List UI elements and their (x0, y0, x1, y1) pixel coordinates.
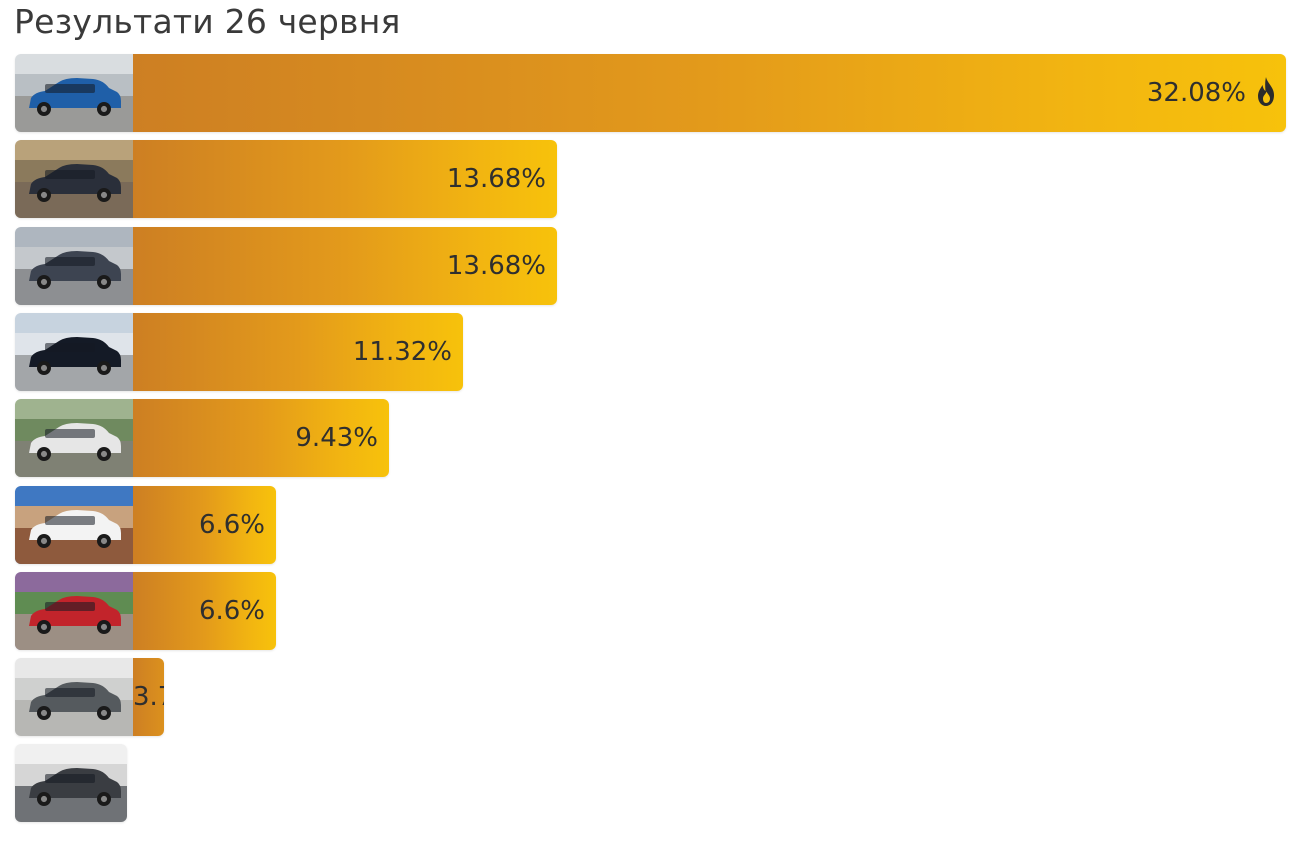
car-thumbnail (15, 140, 133, 218)
bar: 6.6% (133, 486, 276, 564)
bar-value-label: 3.77% (133, 682, 164, 712)
bar-row: 6.6% (15, 486, 276, 564)
car-thumbnail (15, 572, 133, 650)
car-photo (15, 744, 127, 822)
car-photo (15, 313, 133, 391)
car-photo (15, 140, 133, 218)
car-thumbnail (15, 313, 133, 391)
bar: 13.68% (133, 140, 557, 218)
bar-value-label: 9.43% (295, 423, 378, 453)
bar-value-label: 13.68% (446, 164, 546, 194)
car-thumbnail (15, 486, 133, 564)
bar-row: 13.68% (15, 140, 557, 218)
car-thumbnail (15, 227, 133, 305)
bar-value-label: 11.32% (352, 337, 452, 367)
bar-row: 6.6% (15, 572, 276, 650)
car-photo (15, 658, 133, 736)
bar: 32.08% (133, 54, 1286, 132)
bar-value-label: 6.6% (198, 510, 265, 540)
bar: 11.32% (133, 313, 463, 391)
fire-icon (1258, 77, 1274, 106)
bar-row: 3.77% (15, 658, 164, 736)
bar-row: 11.32% (15, 313, 463, 391)
car-photo (15, 227, 133, 305)
bar: 13.68% (133, 227, 557, 305)
bar: 6.6% (133, 572, 276, 650)
car-thumbnail (15, 658, 133, 736)
car-thumbnail (15, 399, 133, 477)
bar-row: 13.68% (15, 227, 557, 305)
bar-chart: 32.08% 13.68% 13.68% 11.32% 9.43% 6.6% 6.6% 3.7… (15, 54, 1286, 834)
bar: 9.43% (133, 399, 389, 477)
bar-row: 32.08% (15, 54, 1286, 132)
car-thumbnail (15, 744, 127, 822)
car-photo (15, 54, 133, 132)
bar: 3.77% (133, 658, 164, 736)
bar-value-label: 32.08% (1146, 78, 1246, 108)
car-photo (15, 486, 133, 564)
car-photo (15, 572, 133, 650)
bar-row: 9.43% (15, 399, 389, 477)
bar-value-label: 6.6% (198, 596, 265, 626)
bar-value-label: 13.68% (446, 251, 546, 281)
car-photo (15, 399, 133, 477)
chart-title: Результати 26 червня (14, 2, 401, 41)
bar-row: 2.83% (15, 744, 127, 822)
car-thumbnail (15, 54, 133, 132)
